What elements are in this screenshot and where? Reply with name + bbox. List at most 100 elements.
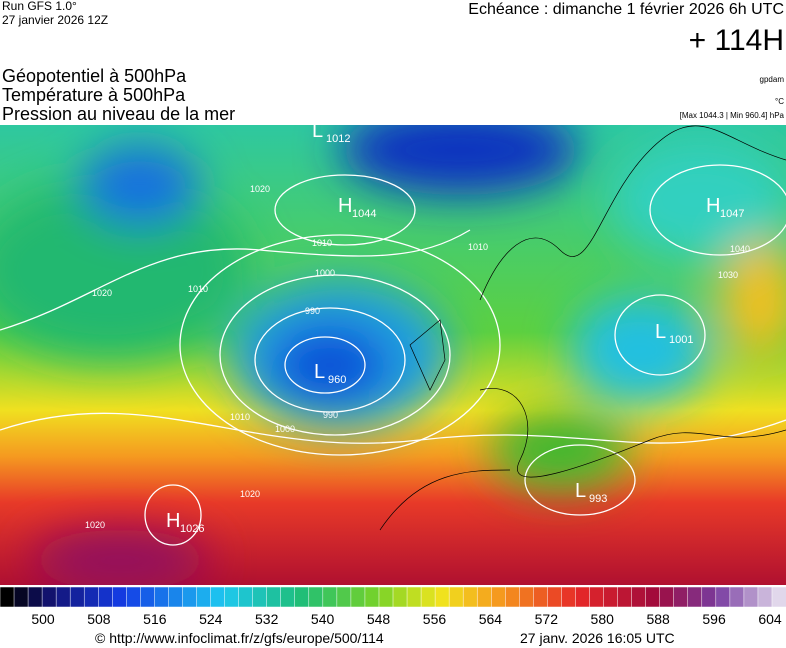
colorbar-tick-label: 604 xyxy=(758,611,782,627)
colorbar-cell xyxy=(154,586,170,608)
colorbar-cell xyxy=(378,586,394,608)
colorbar-cell xyxy=(266,586,282,608)
center-letter: L xyxy=(575,480,586,502)
field-name: Pression au niveau de la mer xyxy=(2,104,235,124)
colorbar-cell xyxy=(617,586,633,608)
center-letter: H xyxy=(166,510,180,532)
center-value: 1026 xyxy=(180,523,204,535)
colorbar-cell xyxy=(280,586,296,608)
isobar-label: 1020 xyxy=(85,520,105,530)
isobar-label: 1010 xyxy=(230,412,250,422)
isobar-label: 1010 xyxy=(188,284,208,294)
colorbar-cell xyxy=(729,586,745,608)
center-letter: L xyxy=(314,361,325,383)
colorbar-tick-label: 548 xyxy=(367,611,391,627)
colorbar-cell xyxy=(83,586,100,608)
center-value: 960 xyxy=(328,374,346,386)
unit: [Max 1044.3 | Min 960.4] hPa xyxy=(680,111,785,120)
isobar-label: 1030 xyxy=(718,270,738,280)
colorbar-tick-label: 524 xyxy=(199,611,223,627)
unit: °C xyxy=(775,97,784,106)
map xyxy=(0,125,786,585)
isobar-label: 990 xyxy=(305,306,320,316)
source: © http://www.infoclimat.fr/z/gfs/europe/… xyxy=(95,630,384,646)
colorbar-tick-label: 500 xyxy=(31,611,55,627)
colorbar-cell xyxy=(533,586,549,608)
colorbar-tick-label: 532 xyxy=(255,611,279,627)
colorbar-cell xyxy=(41,586,57,608)
colorbar-cell xyxy=(140,586,156,608)
colorbar-tick-label: 556 xyxy=(423,611,447,627)
colorbar-cell xyxy=(364,586,380,608)
colorbar: 500 508 516 524 532 540 548 556 564 572 580 588 596 6… xyxy=(0,586,786,627)
colorbar-cell xyxy=(547,586,563,608)
colorbar-cell xyxy=(589,586,605,608)
field-name: Géopotentiel à 500hPa xyxy=(2,66,187,86)
center-letter: L xyxy=(312,120,323,142)
center-value: 993 xyxy=(589,493,607,505)
colorbar-cell xyxy=(126,586,142,608)
center-letter: H xyxy=(338,195,352,217)
colorbar-cell xyxy=(462,586,478,608)
run-date: 27 janvier 2026 12Z xyxy=(2,13,108,27)
isobar-labels: 1020 1010 1000 990 1020 1010 1040 1030 1010 1000 9… xyxy=(85,184,750,530)
center-letter: H xyxy=(706,195,720,217)
colorbar-cell xyxy=(406,586,422,608)
colorbar-tick-label: 508 xyxy=(87,611,111,627)
colorbar-cell xyxy=(336,586,352,608)
colorbar-cell xyxy=(98,586,114,608)
colorbar-cell xyxy=(308,586,324,608)
colorbar-cell xyxy=(27,586,43,608)
colorbar-tick-label: 516 xyxy=(143,611,167,627)
colorbar-cell xyxy=(55,586,71,608)
colorbar-cell xyxy=(252,586,268,608)
colorbar-cell xyxy=(603,586,619,608)
colorbar-cell xyxy=(491,586,507,608)
colorbar-cell xyxy=(420,586,436,608)
isobar-label: 1020 xyxy=(240,489,260,499)
colorbar-cell xyxy=(757,586,773,608)
colorbar-tick-label: 564 xyxy=(479,611,503,627)
colorbar-cell xyxy=(224,586,240,608)
colorbar-tick-label: 572 xyxy=(535,611,559,627)
center-letter: L xyxy=(655,321,666,343)
colorbar-cell xyxy=(350,586,366,608)
colorbar-cell xyxy=(771,586,786,608)
isobar-label: 1020 xyxy=(250,184,270,194)
colorbar-cell xyxy=(743,586,759,608)
run-label: Run GFS 1.0° xyxy=(2,0,77,13)
field-name: Température à 500hPa xyxy=(2,85,186,105)
unit: gpdam xyxy=(760,75,785,84)
colorbar-cell xyxy=(112,586,128,608)
colorbar-cell xyxy=(561,586,577,608)
colorbar-cell xyxy=(238,586,254,608)
isobar-label: 990 xyxy=(323,410,338,420)
colorbar-cell xyxy=(322,586,338,608)
colorbar-cell xyxy=(659,586,675,608)
colorbar-cell xyxy=(392,586,408,608)
center-value: 1012 xyxy=(326,133,350,145)
colorbar-cell xyxy=(505,586,521,608)
colorbar-tick-label: 588 xyxy=(646,611,670,627)
isobar-label: 1010 xyxy=(312,238,332,248)
colorbar-cell xyxy=(476,586,493,608)
isobar-label: 1010 xyxy=(468,242,488,252)
lead-time: + 114H xyxy=(689,24,784,57)
colorbar-cell xyxy=(196,586,212,608)
colorbar-tick-label: 596 xyxy=(702,611,726,627)
center-value: 1044 xyxy=(352,208,376,220)
isobar-label: 1000 xyxy=(315,268,335,278)
colorbar-cell xyxy=(701,586,717,608)
isobar-label: 1000 xyxy=(275,424,295,434)
colorbar-cell xyxy=(631,586,647,608)
colorbar-cell xyxy=(519,586,535,608)
colorbar-cell xyxy=(575,586,591,608)
colorbar-cell xyxy=(0,586,15,608)
colorbar-tick-label: 540 xyxy=(311,611,335,627)
colorbar-cell xyxy=(13,586,29,608)
colorbar-cell xyxy=(645,586,661,608)
colorbar-cell xyxy=(715,586,731,608)
colorbar-cell xyxy=(687,586,703,608)
